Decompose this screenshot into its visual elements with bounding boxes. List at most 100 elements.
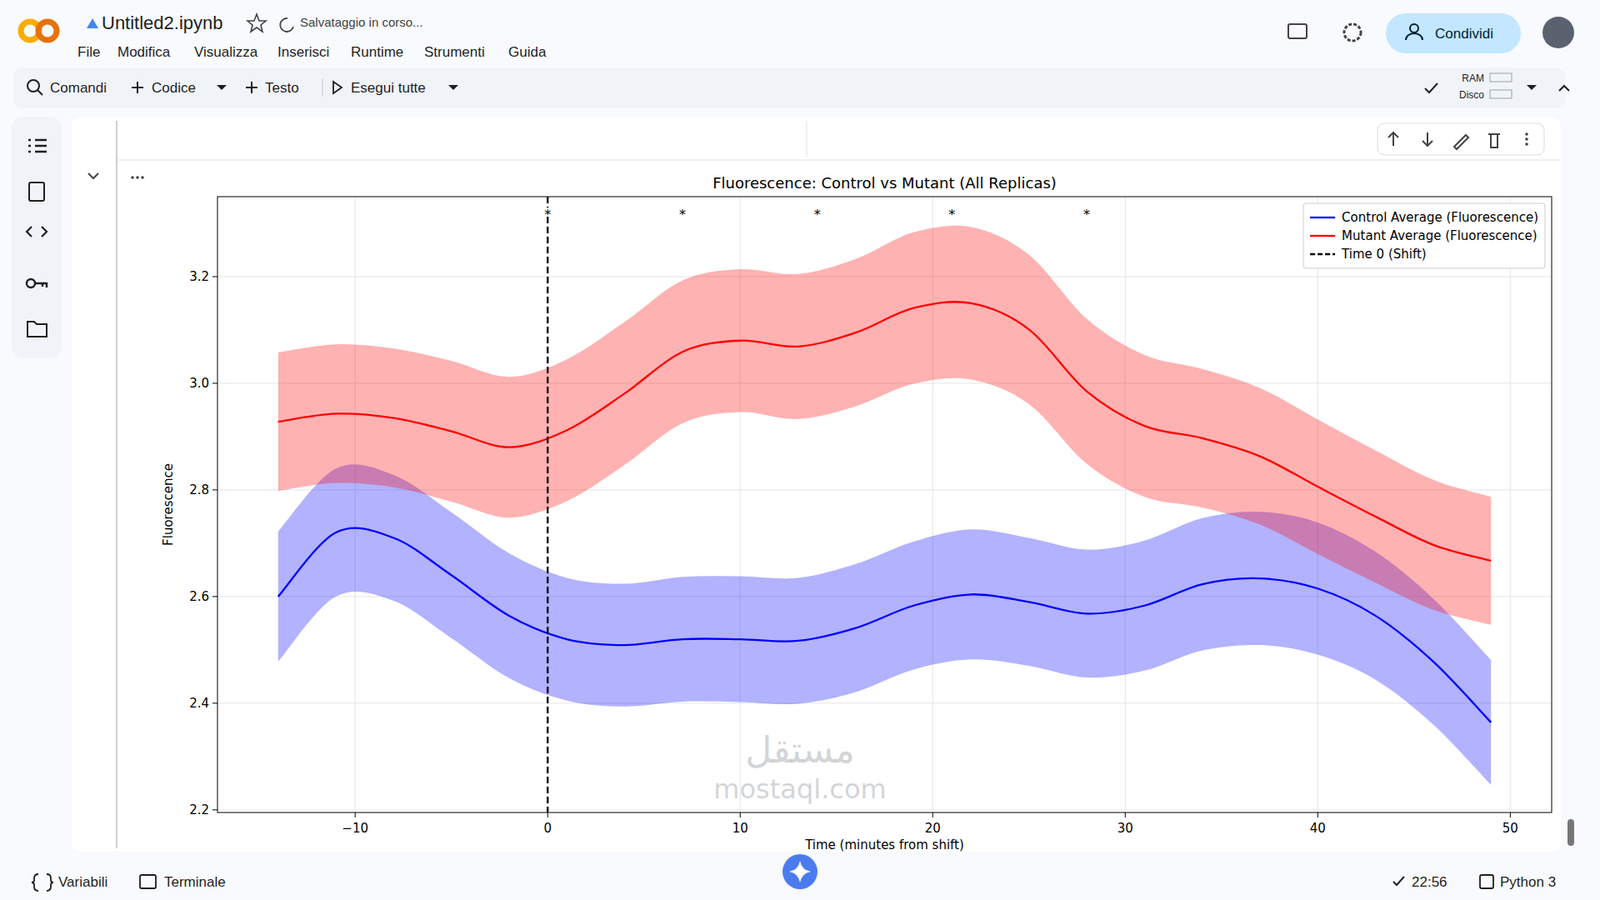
- share-button[interactable]: [1385, 13, 1521, 54]
- vertical-line: [546, 196, 549, 813]
- search-icon: [37, 90, 43, 95]
- tick-mark: [212, 809, 218, 810]
- chart: −10010203040502.22.42.62.83.03.2مستقلmos…: [160, 174, 1552, 853]
- output-menu[interactable]: [130, 175, 135, 180]
- toolbar-button[interactable]: Codice: [151, 80, 196, 96]
- menu-item[interactable]: Visualizza: [194, 44, 259, 60]
- y-tick-label: 3.2: [189, 269, 210, 285]
- people-icon: [1410, 24, 1419, 33]
- menu-item[interactable]: Inserisci: [277, 44, 330, 60]
- tick-mark: [1317, 812, 1319, 818]
- x-tick-label: 10: [732, 820, 749, 836]
- y-axis-title: Fluorescence: [160, 463, 176, 546]
- menu-item[interactable]: Guida: [508, 44, 547, 60]
- watermark: mostaql.com: [713, 773, 886, 805]
- dropdown-icon[interactable]: [1526, 85, 1537, 90]
- notebook-title[interactable]: Untitled2.ipynb: [101, 12, 224, 34]
- error-band: [278, 225, 1491, 625]
- exec-time: 22:56: [1411, 874, 1448, 890]
- cell-divider: [116, 120, 1561, 160]
- share-label[interactable]: Condividi: [1435, 25, 1494, 42]
- annotation: *: [1083, 206, 1090, 223]
- toolbar-button[interactable]: Testo: [265, 80, 300, 96]
- tick-mark: [547, 812, 549, 818]
- move-up[interactable]: [1388, 132, 1399, 146]
- menu-item[interactable]: Strumenti: [424, 44, 485, 60]
- logo: [38, 21, 57, 40]
- plus-icon: [245, 81, 258, 94]
- tick-mark: [212, 702, 218, 704]
- series-line: [278, 528, 1491, 723]
- legend: Control Average (Fluorescence) Mutant Ave…: [1303, 203, 1545, 269]
- plot-marks: [278, 196, 1491, 813]
- dropdown-icon[interactable]: [448, 85, 459, 90]
- legend-label: Time 0 (Shift): [1340, 246, 1427, 262]
- page: Untitled2.ipynb Salvataggio in corso... Fi…: [0, 0, 1600, 900]
- status-button[interactable]: Terminale: [164, 874, 226, 890]
- dropdown-icon[interactable]: [216, 85, 227, 90]
- collapse-output[interactable]: [88, 173, 99, 179]
- y-tick-label: 2.4: [189, 695, 210, 711]
- chart-title: Fluorescence: Control vs Mutant (All Rep…: [712, 174, 1057, 192]
- more-icon[interactable]: [1525, 137, 1529, 141]
- output-menu[interactable]: [140, 175, 145, 180]
- plot-frame: [217, 196, 1552, 813]
- menu-item[interactable]: Runtime: [350, 44, 404, 60]
- move-down[interactable]: [1422, 132, 1433, 146]
- star-icon[interactable]: [247, 14, 266, 32]
- grid-line: [1510, 196, 1511, 813]
- folder-icon[interactable]: [27, 321, 47, 337]
- output-menu[interactable]: [135, 175, 140, 180]
- sync-icon: [280, 18, 294, 32]
- scrollbar[interactable]: [1567, 819, 1575, 846]
- legend-swatch: [1310, 235, 1335, 237]
- y-tick-label: 2.8: [189, 482, 210, 498]
- toolbar-button[interactable]: Comandi: [50, 80, 107, 96]
- check-icon: [1425, 83, 1438, 93]
- settings-icon[interactable]: [1344, 24, 1361, 41]
- tick-mark: [212, 595, 218, 597]
- plus-icon: [131, 81, 144, 94]
- more-icon[interactable]: [1525, 132, 1529, 136]
- cell-toolbar: [1377, 123, 1545, 155]
- status-button[interactable]: Variabili: [58, 874, 108, 890]
- x-tick-label: 20: [925, 820, 941, 836]
- tick-mark: [1125, 812, 1126, 818]
- play-icon: [333, 81, 342, 94]
- separator: [322, 78, 324, 97]
- gemini-button[interactable]: [782, 854, 818, 890]
- x-tick-label: −10: [341, 820, 369, 836]
- tick-mark: [212, 275, 218, 277]
- x-tick-label: 40: [1310, 820, 1326, 836]
- tick-mark: [212, 489, 218, 490]
- legend-label: Control Average (Fluorescence): [1341, 210, 1539, 225]
- runtime-label[interactable]: Python 3: [1500, 874, 1556, 890]
- avatar[interactable]: [1542, 16, 1575, 49]
- more-icon[interactable]: [1525, 142, 1529, 146]
- legend-label: Mutant Average (Fluorescence): [1341, 228, 1538, 244]
- find-icon[interactable]: [29, 182, 45, 201]
- variables-icon: [31, 874, 54, 891]
- comment-icon[interactable]: [1288, 24, 1307, 39]
- annotation: *: [544, 206, 551, 223]
- cell-panel: [71, 117, 1561, 852]
- key-icon: [35, 283, 47, 288]
- resource-label: RAM: [1461, 72, 1485, 85]
- background: [0, 0, 1600, 900]
- save-status: Salvataggio in corso...: [300, 15, 424, 30]
- toc-icon[interactable]: [28, 140, 47, 152]
- edit-icon[interactable]: [1454, 135, 1469, 150]
- collapse-icon[interactable]: [1559, 85, 1570, 91]
- watermark: مستقل: [745, 728, 855, 771]
- menu-item[interactable]: File: [77, 44, 100, 60]
- delete-icon[interactable]: [1488, 134, 1500, 148]
- code-icon[interactable]: [26, 226, 47, 237]
- annotation: *: [679, 206, 686, 223]
- toolbar-button[interactable]: Esegui tutte: [350, 80, 426, 96]
- key-icon[interactable]: [26, 279, 35, 288]
- annotation: *: [948, 206, 955, 223]
- x-axis-title: Time (minutes from shift): [804, 837, 965, 853]
- menu-item[interactable]: Modifica: [117, 44, 171, 60]
- colab-ui: Untitled2.ipynb Salvataggio in corso... Fi…: [0, 12, 1600, 900]
- tick-mark: [740, 812, 741, 818]
